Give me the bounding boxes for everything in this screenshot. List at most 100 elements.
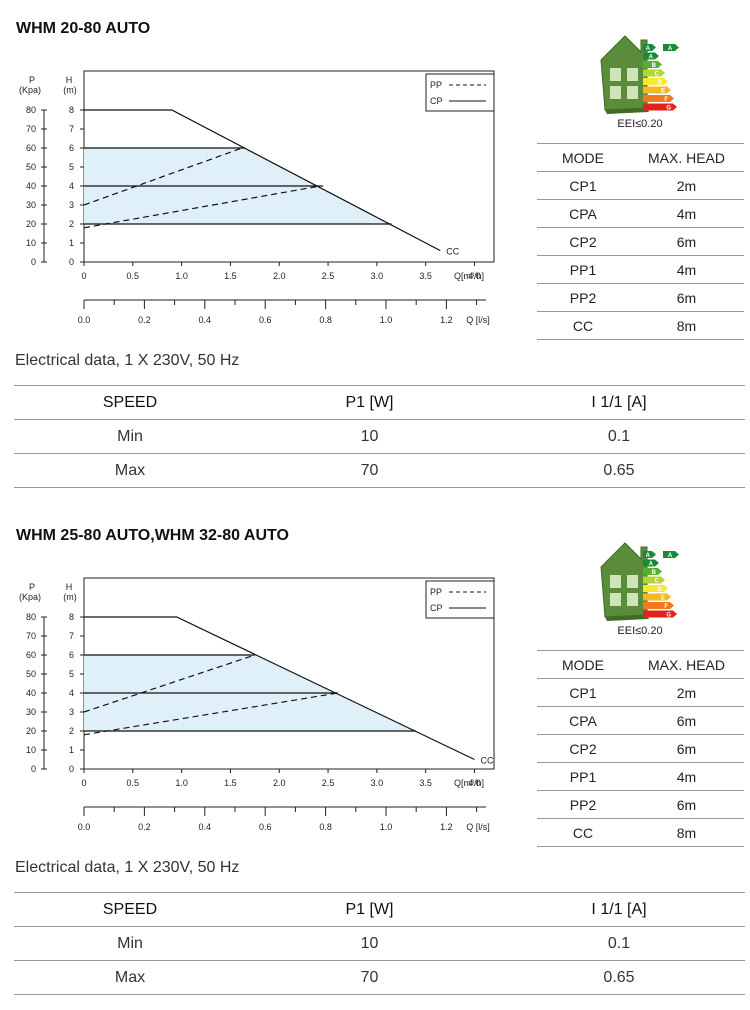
p-tick-label: 0 [31, 764, 36, 774]
speed-cell: Max [14, 960, 246, 995]
h-tick-label: 1 [69, 238, 74, 248]
table-row: Min 10 0.1 [14, 926, 745, 961]
qs-tick-label: 0.6 [259, 822, 272, 832]
table-row: PP2 6m [537, 283, 744, 312]
head-cell: 4m [629, 255, 744, 284]
energy-bar [643, 585, 668, 592]
energy-bar [643, 602, 674, 609]
electrical-data-label: Electrical data, 1 X 230V, 50 Hz [15, 859, 240, 876]
table-row: CC 8m [537, 818, 744, 847]
electrical-table: SPEED P1 [W] I 1/1 [A] Min 10 0.1 Max 70 0.6… [14, 892, 745, 995]
section-title: WHM 25-80 AUTO,WHM 32-80 AUTO [16, 527, 289, 544]
qs-tick-label: 1.0 [380, 822, 393, 832]
head-cell: 2m [629, 678, 744, 707]
h-tick-label: 0 [69, 764, 74, 774]
q-axis-label: Q[m³/h] [454, 271, 484, 281]
qs-tick-label: 0.0 [78, 822, 91, 832]
p-tick-label: 0 [31, 257, 36, 267]
house-window [610, 86, 621, 99]
speed-header: SPEED [14, 385, 246, 420]
max-head-header: MAX. HEAD [629, 143, 744, 172]
current-header: I 1/1 [A] [493, 385, 745, 420]
p-tick-label: 70 [26, 124, 36, 134]
mode-cell: CPA [537, 706, 629, 735]
qs-tick-label: 0.0 [78, 315, 91, 325]
table-row: CPA 6m [537, 706, 744, 735]
h-tick-label: 1 [69, 745, 74, 755]
p-axis-unit: (Kpa) [19, 85, 41, 95]
energy-bar-letter: G [666, 106, 671, 112]
head-cell: 8m [629, 311, 744, 340]
q-tick-label: 3.0 [371, 271, 384, 281]
energy-bar [643, 610, 677, 618]
speed-cell: Min [14, 419, 246, 454]
table-row: CP2 6m [537, 227, 744, 256]
energy-bar-letter: A [649, 55, 654, 61]
head-cell: 6m [629, 706, 744, 735]
energy-bar [643, 95, 674, 102]
series-cc-line [84, 109, 441, 252]
table-row: CP1 2m [537, 171, 744, 200]
q-tick-label: 1.0 [175, 271, 188, 281]
p-tick-label: 40 [26, 181, 36, 191]
q-tick-label: 3.5 [419, 778, 432, 788]
house-window [610, 593, 621, 606]
power-cell: 10 [246, 926, 493, 961]
mode-cell: CPA [537, 199, 629, 228]
p-axis-label: P [29, 582, 35, 592]
house-base [605, 615, 649, 621]
legend-box [425, 73, 495, 112]
series-cc-line [84, 616, 475, 761]
energy-bar [643, 86, 671, 94]
h-tick-label: 7 [69, 631, 74, 641]
energy-bar-letter: D [658, 587, 663, 593]
house-window [627, 86, 638, 99]
electrical-data-label: Electrical data, 1 X 230V, 50 Hz [15, 352, 240, 369]
q-tick-label: 0 [81, 271, 86, 281]
h-axis-label: H [66, 75, 73, 85]
p-tick-label: 50 [26, 669, 36, 679]
current-header: I 1/1 [A] [493, 892, 745, 927]
qs-tick-label: 1.2 [440, 315, 453, 325]
table-row: PP1 4m [537, 255, 744, 284]
p-tick-label: 70 [26, 631, 36, 641]
h-tick-label: 2 [69, 219, 74, 229]
mode-cell: CC [537, 818, 629, 847]
energy-bar [643, 69, 665, 77]
energy-bar [643, 52, 659, 60]
house-shape [600, 35, 648, 111]
q-tick-label: 0 [81, 778, 86, 788]
q-axis-label: Q[m³/h] [454, 778, 484, 788]
eei-value: EEI≤0.20 [617, 118, 663, 130]
qs-tick-label: 0.6 [259, 315, 272, 325]
head-cell: 4m [629, 762, 744, 791]
house-window [627, 575, 638, 588]
house-shape [600, 542, 648, 618]
head-cell: 6m [629, 790, 744, 819]
p-tick-label: 20 [26, 726, 36, 736]
energy-bar [643, 576, 665, 584]
energy-bar-letter: B [652, 570, 657, 576]
current-cell: 0.1 [493, 926, 745, 961]
energy-bar-letter: E [661, 596, 665, 602]
head-cell: 6m [629, 734, 744, 763]
current-cell: 0.1 [493, 419, 745, 454]
p-tick-label: 10 [26, 238, 36, 248]
power-cell: 10 [246, 419, 493, 454]
h-tick-label: 0 [69, 257, 74, 267]
qs-tick-label: 0.4 [199, 315, 212, 325]
q-tick-label: 4.0 [468, 778, 481, 788]
energy-bar-letter: C [655, 579, 660, 585]
mode-table: MODE MAX. HEAD CP1 2m CPA 4m CP2 6m PP1 4m P… [537, 143, 744, 340]
mode-cell: PP2 [537, 283, 629, 312]
energy-bar-letter: F [664, 97, 668, 103]
q-tick-label: 4.0 [468, 271, 481, 281]
legend-pp-label: PP [430, 587, 442, 597]
q-tick-label: 3.0 [371, 778, 384, 788]
q-tick-label: 1.5 [224, 271, 237, 281]
p-axis-label: P [29, 75, 35, 85]
p-tick-label: 60 [26, 143, 36, 153]
head-cell: 2m [629, 171, 744, 200]
max-head-header: MAX. HEAD [629, 650, 744, 679]
